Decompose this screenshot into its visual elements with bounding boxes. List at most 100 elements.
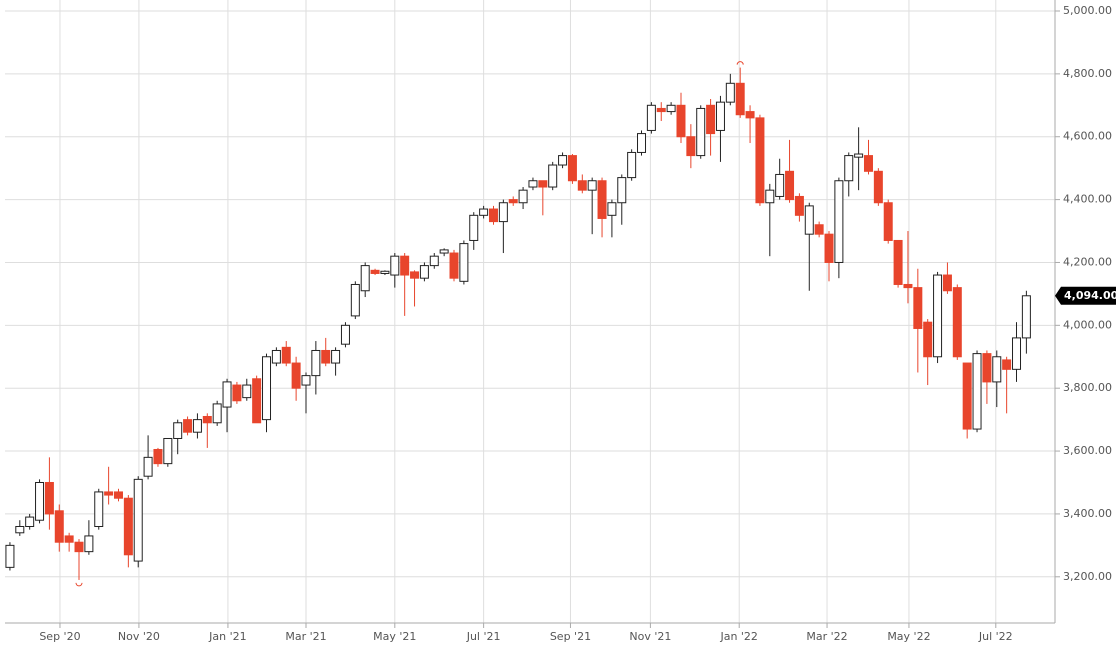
candle-body xyxy=(755,117,765,204)
candle-body xyxy=(242,384,252,399)
candle-body xyxy=(54,510,64,543)
candle-body xyxy=(350,283,360,317)
candle-body xyxy=(163,437,173,465)
x-tick-label: May '21 xyxy=(373,630,416,643)
candle-body xyxy=(696,107,706,157)
candle-body xyxy=(439,249,449,254)
candle-body xyxy=(380,270,390,274)
x-tick-label: Jul '22 xyxy=(978,630,1013,643)
x-tick-label: Mar '21 xyxy=(285,630,326,643)
candle-body xyxy=(854,153,864,158)
candle-body xyxy=(785,170,795,201)
candle-body xyxy=(627,151,637,179)
candle-body xyxy=(498,202,508,223)
x-tick-label: Jan '22 xyxy=(719,630,757,643)
candle-body xyxy=(202,415,212,424)
candle-body xyxy=(962,362,972,430)
candle-body xyxy=(84,535,94,553)
candle-body xyxy=(331,349,341,364)
candle-body xyxy=(548,164,558,188)
candle-body xyxy=(982,353,992,383)
candle-body xyxy=(25,516,35,528)
candle-body xyxy=(558,155,568,166)
candle-body xyxy=(183,419,193,433)
y-tick-label: 4,000.00 xyxy=(1063,318,1112,331)
candle-body xyxy=(577,180,587,191)
candle-body xyxy=(952,287,962,358)
candle-body xyxy=(1002,359,1012,370)
x-tick-label: Nov '21 xyxy=(629,630,671,643)
candle-body xyxy=(942,274,952,292)
candle-body xyxy=(370,269,380,274)
candle-body xyxy=(222,381,232,408)
candle-body xyxy=(508,199,518,204)
candle-body xyxy=(410,271,420,279)
candle-body xyxy=(765,189,775,204)
candle-body xyxy=(173,422,183,439)
candle-body xyxy=(607,202,617,216)
candle-body xyxy=(903,283,913,289)
candle-body xyxy=(262,356,272,421)
candle-body xyxy=(567,155,577,182)
candle-body xyxy=(617,177,627,204)
candle-body xyxy=(923,321,933,358)
x-tick-label: Jan '21 xyxy=(208,630,246,643)
candle-body xyxy=(715,101,725,131)
candle-body xyxy=(35,481,45,521)
candle-body xyxy=(153,448,163,465)
y-tick-label: 3,200.00 xyxy=(1063,570,1112,583)
candle-body xyxy=(104,491,114,496)
candle-body xyxy=(1012,337,1022,370)
candle-body xyxy=(725,82,735,103)
candle-body xyxy=(419,265,429,279)
candle-body xyxy=(113,491,123,499)
candle-body xyxy=(469,214,479,241)
candle-body xyxy=(64,535,74,543)
candle-body xyxy=(893,239,903,285)
y-tick-label: 3,400.00 xyxy=(1063,507,1112,520)
candle-body xyxy=(824,233,834,263)
candle-body xyxy=(192,419,202,433)
candle-body xyxy=(232,384,242,402)
candle-body xyxy=(933,274,943,358)
y-tick-label: 5,000.00 xyxy=(1063,4,1112,17)
candle-body xyxy=(863,155,873,172)
y-tick-label: 4,200.00 xyxy=(1063,255,1112,268)
candle-body xyxy=(429,255,439,267)
candle-body xyxy=(656,107,666,113)
candle-body xyxy=(301,375,311,386)
candle-body xyxy=(449,252,459,279)
x-tick-label: Jul '21 xyxy=(466,630,501,643)
candle-body xyxy=(281,346,291,364)
x-tick-label: Mar '22 xyxy=(806,630,847,643)
candle-body xyxy=(400,255,410,276)
candle-body xyxy=(745,111,755,119)
candle-body xyxy=(390,255,400,276)
candle-body xyxy=(804,205,814,235)
candle-body xyxy=(212,403,222,424)
candle-body xyxy=(637,133,647,153)
candle-body xyxy=(794,195,804,216)
candle-body xyxy=(488,208,498,223)
candle-body xyxy=(94,491,104,528)
candle-body xyxy=(5,544,15,568)
high-marker xyxy=(736,61,744,65)
candle-body xyxy=(676,104,686,138)
x-tick-label: Sep '20 xyxy=(39,630,80,643)
candle-body xyxy=(646,104,656,131)
last-price-tag xyxy=(1055,286,1116,305)
candle-body xyxy=(528,180,538,188)
candle-body xyxy=(123,497,133,556)
y-tick-label: 4,800.00 xyxy=(1063,67,1112,80)
candle-body xyxy=(538,180,548,188)
candle-body xyxy=(913,287,923,329)
candle-body xyxy=(252,378,262,424)
candle-body xyxy=(479,208,489,216)
candle-body xyxy=(587,180,597,191)
candle-body xyxy=(74,541,84,553)
candle-body xyxy=(883,202,893,241)
candle-body xyxy=(992,356,1002,383)
candle-body xyxy=(311,349,321,377)
candle-body xyxy=(360,265,370,292)
